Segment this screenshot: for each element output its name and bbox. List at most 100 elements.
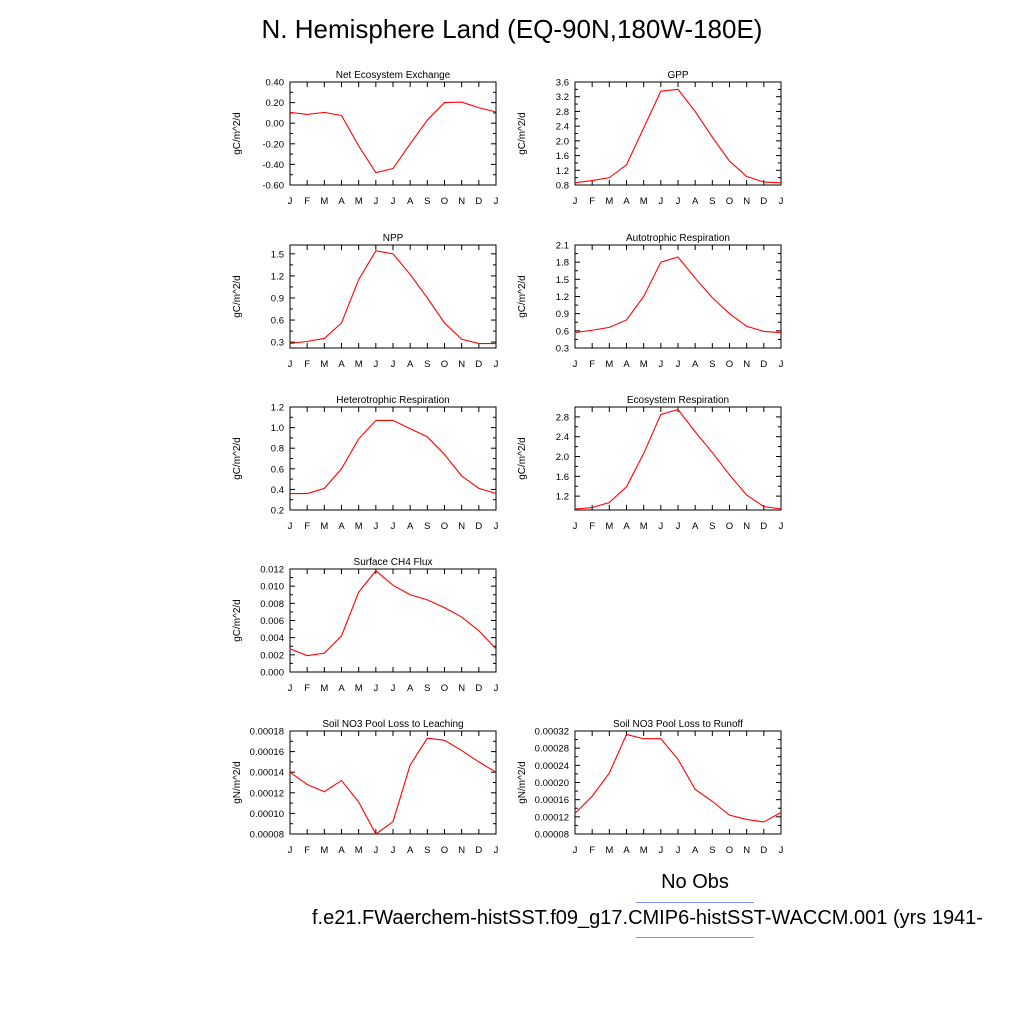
x-tick-label: J — [288, 359, 293, 370]
x-tick-label: O — [441, 196, 448, 207]
x-tick-label: J — [658, 845, 663, 856]
x-tick-label: F — [304, 845, 310, 856]
y-axis-label: gN/m^2/d — [232, 761, 243, 804]
y-axis-label: gC/m^2/d — [232, 275, 243, 318]
page-title: N. Hemisphere Land (EQ-90N,180W-180E) — [261, 14, 763, 44]
y-tick-label: 0.3 — [556, 344, 569, 355]
y-axis-label: gN/m^2/d — [517, 761, 528, 804]
y-tick-label: 0.8 — [556, 181, 569, 192]
x-tick-label: A — [338, 359, 345, 370]
y-tick-label: 0.00018 — [250, 727, 284, 738]
x-tick-label: A — [407, 196, 414, 207]
y-tick-label: 1.5 — [271, 249, 284, 260]
x-tick-label: J — [658, 196, 663, 207]
x-tick-label: A — [338, 521, 345, 532]
y-tick-label: 0.00020 — [535, 778, 569, 789]
y-tick-label: 0.00028 — [535, 744, 569, 755]
x-tick-label: N — [458, 521, 465, 532]
x-tick-label: A — [692, 845, 699, 856]
x-tick-label: J — [676, 359, 681, 370]
x-tick-label: M — [640, 196, 648, 207]
x-tick-label: J — [391, 196, 396, 207]
x-tick-label: J — [658, 521, 663, 532]
y-tick-label: 0.6 — [556, 326, 569, 337]
y-tick-label: 0.00008 — [250, 830, 284, 841]
x-tick-label: J — [288, 521, 293, 532]
x-tick-label: A — [692, 359, 699, 370]
x-tick-label: J — [288, 683, 293, 694]
x-tick-label: F — [589, 521, 595, 532]
x-tick-label: D — [760, 359, 767, 370]
x-tick-label: D — [475, 359, 482, 370]
x-tick-label: S — [424, 359, 430, 370]
x-tick-label: S — [424, 683, 430, 694]
x-tick-label: M — [355, 845, 363, 856]
series-line — [574, 256, 782, 334]
series-line — [574, 733, 782, 823]
x-tick-label: J — [373, 845, 378, 856]
x-tick-label: M — [605, 521, 613, 532]
y-tick-label: -0.40 — [262, 160, 284, 171]
y-tick-label: 0.00 — [266, 119, 285, 130]
x-tick-label: O — [726, 359, 733, 370]
plot-frame — [289, 406, 497, 511]
x-tick-label: J — [573, 521, 578, 532]
x-tick-label: S — [424, 521, 430, 532]
y-tick-label: 2.0 — [556, 136, 569, 147]
y-tick-label: 0.8 — [271, 444, 284, 455]
y-tick-label: 0.20 — [266, 98, 285, 109]
y-tick-label: 0.4 — [271, 485, 284, 496]
y-tick-label: 0.00016 — [535, 795, 569, 806]
x-tick-label: D — [475, 683, 482, 694]
y-axis-label: gC/m^2/d — [517, 437, 528, 480]
chart-panel: Ecosystem Respiration gC/m^2/d 1.2 1.6 2.0 2.… — [517, 395, 784, 532]
x-tick-label: M — [640, 359, 648, 370]
x-tick-label: F — [304, 683, 310, 694]
x-tick-label: J — [288, 196, 293, 207]
chart-title: NPP — [383, 233, 404, 244]
x-tick-label: N — [458, 196, 465, 207]
x-tick-label: J — [373, 521, 378, 532]
y-tick-label: 0.9 — [271, 293, 284, 304]
x-tick-label: M — [320, 521, 328, 532]
series-line — [574, 408, 782, 510]
series-line — [290, 419, 497, 495]
y-tick-label: 1.2 — [271, 403, 284, 414]
x-tick-label: O — [441, 359, 448, 370]
x-tick-label: J — [573, 845, 578, 856]
y-tick-label: 2.8 — [556, 107, 569, 118]
chart-title: Soil NO3 Pool Loss to Runoff — [613, 719, 743, 730]
chart-panel: Net Ecosystem Exchange gC/m^2/d -0.60 -0.40… — [232, 70, 499, 207]
series-line — [574, 88, 782, 184]
x-tick-label: J — [573, 359, 578, 370]
y-tick-label: 0.000 — [260, 668, 284, 679]
y-tick-label: 0.010 — [260, 582, 284, 593]
x-tick-label: S — [709, 196, 715, 207]
x-tick-label: A — [623, 521, 630, 532]
series-line — [289, 250, 496, 345]
x-tick-label: A — [407, 683, 414, 694]
x-tick-label: F — [589, 845, 595, 856]
x-tick-label: A — [338, 683, 345, 694]
series-line — [289, 569, 497, 657]
x-tick-label: J — [494, 359, 499, 370]
y-tick-label: 0.9 — [556, 309, 569, 320]
case-label: f.e21.FWaerchem-histSST.f09_g17.CMIP6-hi… — [312, 907, 983, 929]
y-tick-label: 0.006 — [260, 616, 284, 627]
chart-title: Soil NO3 Pool Loss to Leaching — [322, 719, 463, 730]
x-tick-label: S — [424, 196, 430, 207]
x-tick-label: M — [355, 683, 363, 694]
x-tick-label: O — [441, 845, 448, 856]
chart-title: Heterotrophic Respiration — [336, 395, 449, 406]
chart-panel: Soil NO3 Pool Loss to Runoff gN/m^2/d 0.00… — [517, 719, 784, 856]
chart-title: Surface CH4 Flux — [354, 557, 433, 568]
y-tick-label: 0.00014 — [250, 768, 284, 779]
x-tick-label: J — [779, 196, 784, 207]
y-tick-label: 2.4 — [556, 432, 569, 443]
x-tick-label: M — [640, 845, 648, 856]
y-tick-label: 0.00024 — [535, 761, 569, 772]
x-tick-label: D — [475, 845, 482, 856]
x-tick-label: M — [355, 521, 363, 532]
